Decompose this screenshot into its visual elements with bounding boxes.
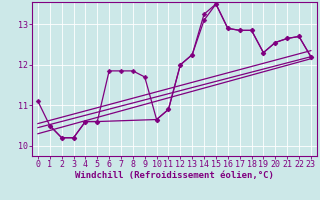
X-axis label: Windchill (Refroidissement éolien,°C): Windchill (Refroidissement éolien,°C)	[75, 171, 274, 180]
